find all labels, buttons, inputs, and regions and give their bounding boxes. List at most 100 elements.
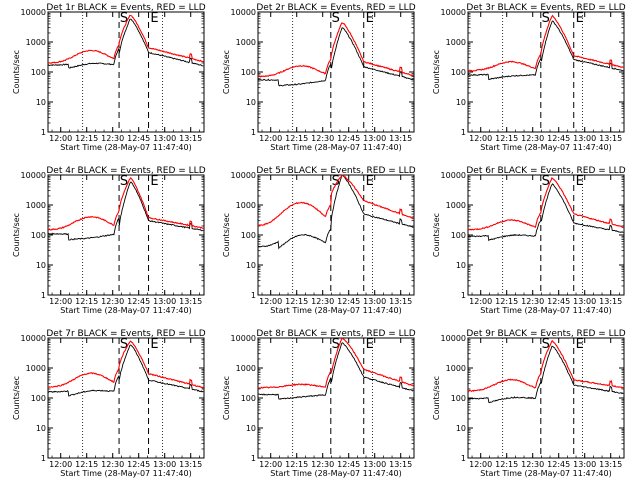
series-line-lld: [257, 337, 414, 389]
panel-title: Det 1r BLACK = Events, RED = LLD: [46, 3, 205, 13]
panel-title: Det 3r BLACK = Events, RED = LLD: [466, 3, 625, 13]
x-tick-label: 12:30: [521, 460, 544, 469]
x-tick-label: 12:30: [311, 297, 334, 306]
y-tick-label: 1000: [26, 38, 46, 47]
detector-panel-3: Det 3r BLACK = Events, RED = LLD 1 10 100 10…: [432, 3, 626, 152]
panel-title: Det 9r BLACK = Events, RED = LLD: [466, 329, 625, 339]
series-line-lld: [258, 22, 414, 78]
y-tick-label: 1000: [236, 364, 256, 373]
x-axis-label: Start Time (28-May-07 11:47:40): [60, 143, 191, 152]
x-tick-label: 12:30: [101, 460, 124, 469]
y-axis-label: Counts/sec: [12, 376, 21, 420]
y-tick-label: 1000: [446, 364, 466, 373]
x-tick-label: 12:30: [101, 134, 124, 143]
x-tick-label: 13:00: [363, 297, 386, 306]
x-tick-label: 12:15: [75, 460, 98, 469]
x-tick-label: 12:45: [337, 134, 360, 143]
panel-title: Det 4r BLACK = Events, RED = LLD: [46, 166, 205, 176]
x-tick-label: 13:15: [179, 134, 202, 143]
y-tick-label: 10000: [231, 171, 256, 180]
start-marker: S: [332, 337, 340, 352]
x-tick-label: 13:00: [363, 460, 386, 469]
y-tick-label: 100: [451, 68, 466, 77]
x-axis-label: Start Time (28-May-07 11:47:40): [60, 306, 191, 315]
y-tick-label: 10: [456, 261, 466, 270]
start-marker: S: [542, 337, 550, 352]
x-tick-label: 12:30: [311, 134, 334, 143]
series-line-events: [467, 20, 624, 81]
y-tick-label: 10: [246, 424, 256, 433]
x-tick-label: 12:00: [469, 134, 492, 143]
y-axis-label: Counts/sec: [432, 213, 441, 257]
end-marker: E: [150, 174, 158, 189]
x-tick-label: 12:45: [547, 297, 570, 306]
y-tick-label: 10000: [441, 334, 466, 343]
plot-frame: [257, 174, 415, 296]
x-tick-label: 12:15: [495, 134, 518, 143]
x-tick-label: 13:00: [363, 134, 386, 143]
series-line-events: [47, 344, 204, 397]
y-tick-label: 10: [456, 98, 466, 107]
x-tick-label: 13:15: [179, 460, 202, 469]
y-axis-label: Counts/sec: [222, 213, 231, 257]
detector-panel-1: Det 1r BLACK = Events, RED = LLD 1 10 100 10…: [12, 3, 206, 152]
series-line-events: [258, 342, 414, 400]
y-tick-label: 100: [241, 394, 256, 403]
y-axis-label: Counts/sec: [432, 376, 441, 420]
x-tick-label: 12:15: [495, 297, 518, 306]
series-line-lld: [47, 340, 204, 389]
y-tick-label: 100: [451, 394, 466, 403]
y-axis-label: Counts/sec: [222, 50, 231, 94]
x-tick-label: 12:00: [49, 460, 72, 469]
end-marker: E: [576, 174, 584, 189]
y-tick-label: 1000: [446, 201, 466, 210]
detector-panel-9: Det 9r BLACK = Events, RED = LLD 1 10 100 10…: [432, 329, 626, 478]
start-marker: S: [332, 11, 340, 26]
y-tick-label: 10: [246, 261, 256, 270]
y-tick-label: 1000: [26, 364, 46, 373]
x-tick-label: 13:15: [599, 460, 622, 469]
y-tick-label: 10: [246, 98, 256, 107]
x-tick-label: 12:45: [337, 297, 360, 306]
series-line-lld: [47, 177, 204, 231]
y-axis-label: Counts/sec: [432, 50, 441, 94]
x-axis-label: Start Time (28-May-07 11:47:40): [270, 469, 401, 478]
x-tick-label: 12:00: [259, 134, 282, 143]
series-line-events: [257, 174, 414, 250]
x-tick-label: 12:00: [259, 460, 282, 469]
series-line-lld: [467, 176, 624, 231]
y-tick-label: 100: [31, 68, 46, 77]
y-axis-label: Counts/sec: [12, 50, 21, 94]
series-line-events: [257, 27, 414, 87]
series-line-events: [467, 345, 624, 404]
x-tick-label: 13:00: [153, 460, 176, 469]
start-marker: S: [120, 11, 128, 26]
y-tick-label: 1: [251, 291, 256, 300]
detector-panel-4: Det 4r BLACK = Events, RED = LLD 1 10 100 10…: [12, 166, 206, 315]
start-marker: S: [542, 11, 550, 26]
x-tick-label: 13:00: [573, 460, 596, 469]
detector-panel-6: Det 6r BLACK = Events, RED = LLD 1 10 100 10…: [432, 166, 626, 315]
x-tick-label: 13:00: [573, 297, 596, 306]
y-tick-label: 1: [461, 128, 466, 137]
x-tick-label: 12:00: [469, 297, 492, 306]
x-tick-label: 12:15: [285, 134, 308, 143]
end-marker: E: [576, 337, 584, 352]
series-line-lld: [468, 14, 624, 72]
y-tick-label: 10000: [231, 8, 256, 17]
x-tick-label: 13:15: [389, 460, 412, 469]
end-marker: E: [576, 11, 584, 26]
series-line-events: [47, 181, 204, 241]
y-tick-label: 100: [451, 231, 466, 240]
y-tick-label: 1: [251, 128, 256, 137]
y-tick-label: 100: [31, 394, 46, 403]
x-tick-label: 12:30: [101, 297, 124, 306]
x-tick-label: 13:15: [389, 297, 412, 306]
x-tick-label: 13:15: [599, 297, 622, 306]
series-line-lld: [47, 14, 204, 64]
x-tick-label: 12:45: [127, 460, 150, 469]
x-tick-label: 13:00: [153, 134, 176, 143]
end-marker: E: [150, 337, 158, 352]
y-tick-label: 100: [241, 231, 256, 240]
